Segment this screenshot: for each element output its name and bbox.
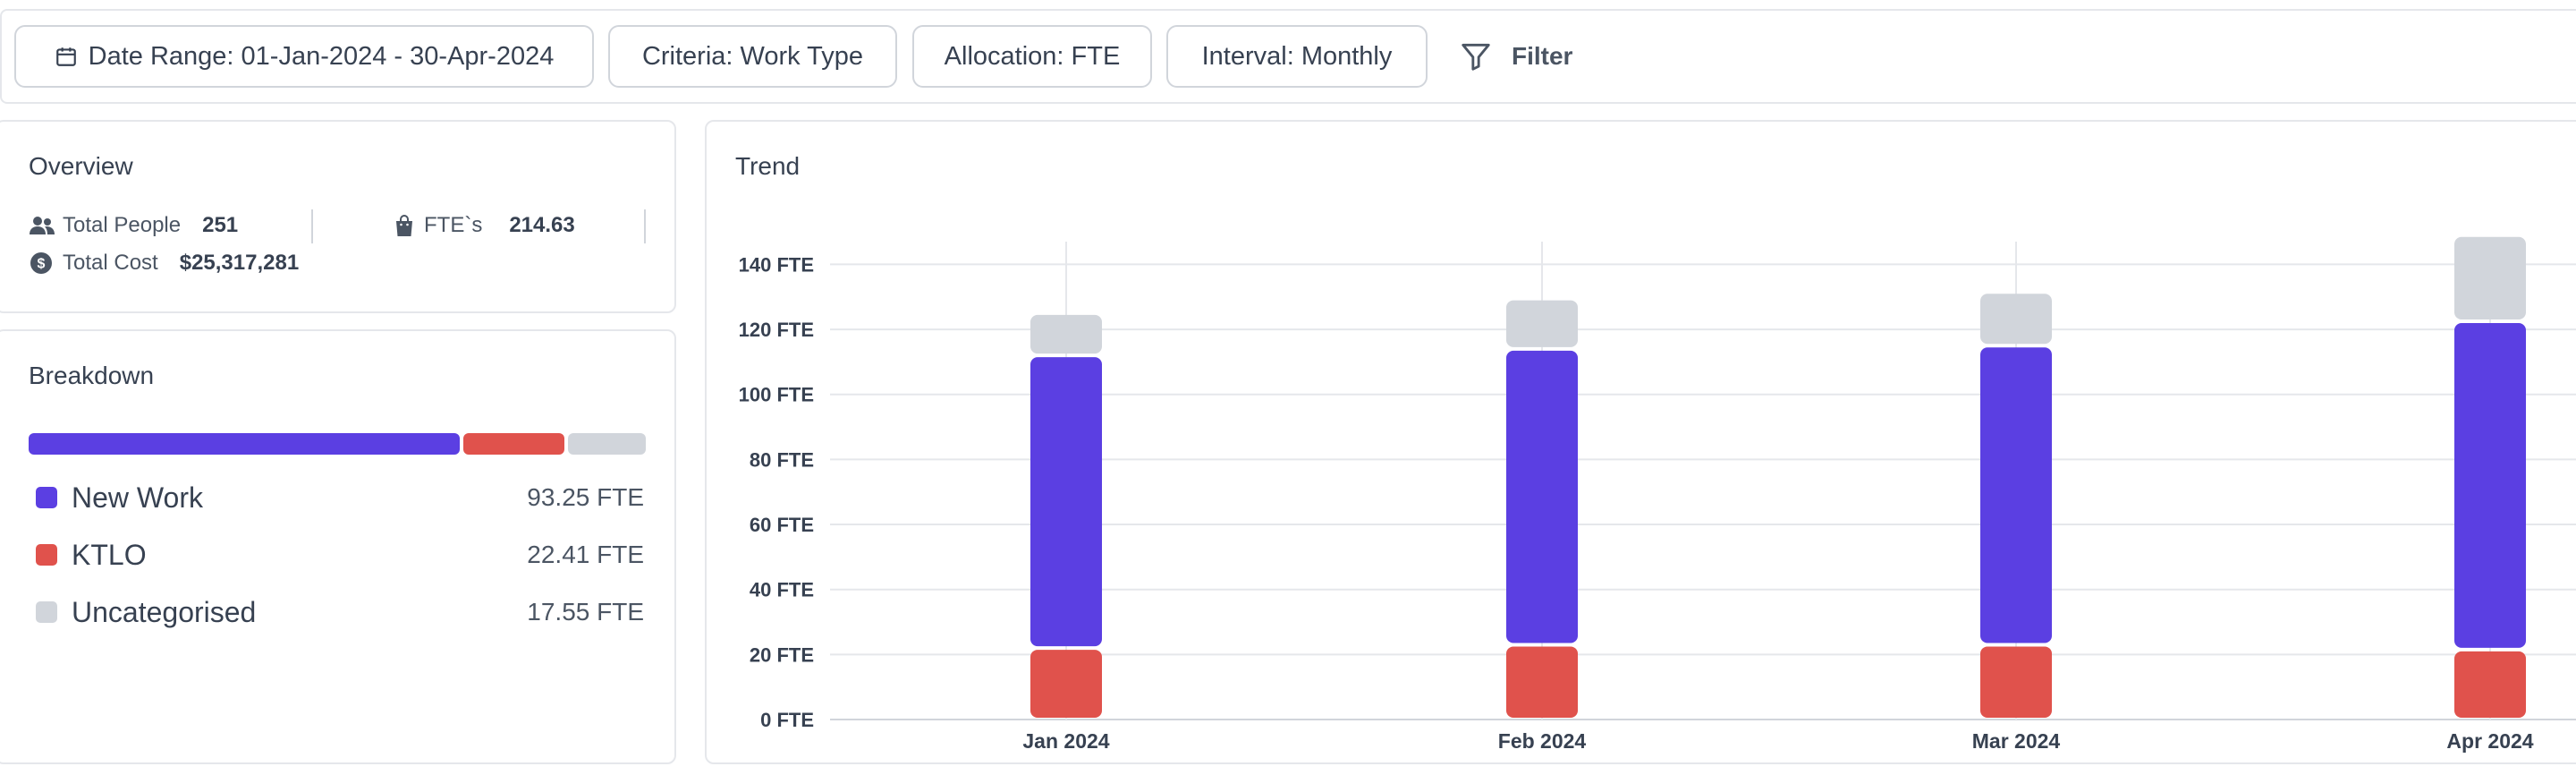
y-tick-label: 0 FTE <box>760 709 814 731</box>
criteria-chip[interactable]: Criteria: Work Type <box>608 25 897 88</box>
breakdown-card <box>0 329 676 764</box>
legend-value: 22.41 FTE <box>527 541 644 568</box>
legend-swatch <box>36 544 57 566</box>
y-tick-label: 80 FTE <box>750 448 814 471</box>
legend-value: 93.25 FTE <box>527 483 644 511</box>
allocation-chip[interactable]: Allocation: FTE <box>912 25 1152 88</box>
svg-text:$: $ <box>38 257 46 272</box>
total-people-label: Total People <box>63 213 182 237</box>
allocation-label: Allocation: FTE <box>944 41 1121 71</box>
date-range-label: Date Range: 01-Jan-2024 - 30-Apr-2024 <box>88 41 555 71</box>
bar-uncategorised <box>1980 294 2052 345</box>
breakdown-title: Breakdown <box>29 362 155 389</box>
y-tick-label: 100 FTE <box>739 384 814 406</box>
filter-icon <box>1462 43 1490 71</box>
shopping-bag-icon <box>396 215 412 236</box>
total-cost-value: $25,317,281 <box>179 251 300 275</box>
dollar-circle-icon: $ <box>30 252 52 274</box>
overview-title: Overview <box>29 152 133 180</box>
breakdown-bar-uncategorised <box>567 433 646 455</box>
stat-divider <box>311 209 313 243</box>
y-tick-label: 60 FTE <box>750 514 814 536</box>
bar-uncategorised <box>2454 236 2526 319</box>
bar-new-work <box>1980 347 2052 643</box>
y-tick-label: 120 FTE <box>739 319 814 341</box>
bar-new-work <box>2454 323 2526 648</box>
trend-card <box>705 120 2576 764</box>
breakdown-bar-ktlo <box>462 433 564 455</box>
legend-value: 17.55 FTE <box>527 598 644 626</box>
users-icon <box>30 217 55 234</box>
bar-uncategorised <box>1030 314 1102 354</box>
y-tick-label: 40 FTE <box>750 579 814 601</box>
total-people-value: 251 <box>202 213 239 237</box>
criteria-label: Criteria: Work Type <box>641 41 864 71</box>
breakdown-bar-new-work <box>29 433 460 455</box>
x-tick-label: Mar 2024 <box>1972 729 2061 753</box>
y-tick-label: 140 FTE <box>739 253 814 276</box>
date-range-chip[interactable]: Date Range: 01-Jan-2024 - 30-Apr-2024 <box>14 25 594 88</box>
calendar-icon <box>55 47 76 66</box>
overview-card <box>0 120 676 313</box>
trend-title: Trend <box>735 152 801 180</box>
legend-item-uncategorised: Uncategorised 17.55 FTE <box>36 594 644 630</box>
interval-label: Interval: Monthly <box>1201 41 1393 71</box>
legend-swatch <box>36 487 57 508</box>
filter-button[interactable]: Filter <box>1458 25 1601 88</box>
stat-divider <box>644 209 646 243</box>
bar-ktlo <box>1030 650 1102 718</box>
bar-new-work <box>1030 357 1102 647</box>
total-cost-stat: $ Total Cost $25,317,281 <box>30 251 299 276</box>
legend-name: Uncategorised <box>72 595 257 628</box>
bar-ktlo <box>1980 646 2052 718</box>
ftes-label: FTE`s <box>424 213 483 237</box>
ftes-value: 214.63 <box>509 213 575 237</box>
filter-label: Filter <box>1512 42 1573 70</box>
legend-swatch <box>36 601 57 623</box>
bar-ktlo <box>2454 651 2526 718</box>
x-tick-label: Feb 2024 <box>1498 729 1587 753</box>
y-tick-label: 20 FTE <box>750 643 814 666</box>
total-people-stat: Total People 251 <box>29 213 238 238</box>
ftes-stat: FTE`s 214.63 <box>394 213 575 238</box>
bar-uncategorised <box>1506 300 1578 347</box>
x-tick-label: Apr 2024 <box>2446 729 2533 753</box>
legend-name: KTLO <box>72 538 147 571</box>
legend-name: New Work <box>72 481 203 514</box>
total-cost-label: Total Cost <box>63 251 158 275</box>
interval-chip[interactable]: Interval: Monthly <box>1166 25 1428 88</box>
legend-item-new-work: New Work 93.25 FTE <box>36 480 644 515</box>
legend-item-ktlo: KTLO 22.41 FTE <box>36 537 644 573</box>
bar-new-work <box>1506 350 1578 643</box>
bar-ktlo <box>1506 646 1578 718</box>
x-tick-label: Jan 2024 <box>1022 729 1109 753</box>
